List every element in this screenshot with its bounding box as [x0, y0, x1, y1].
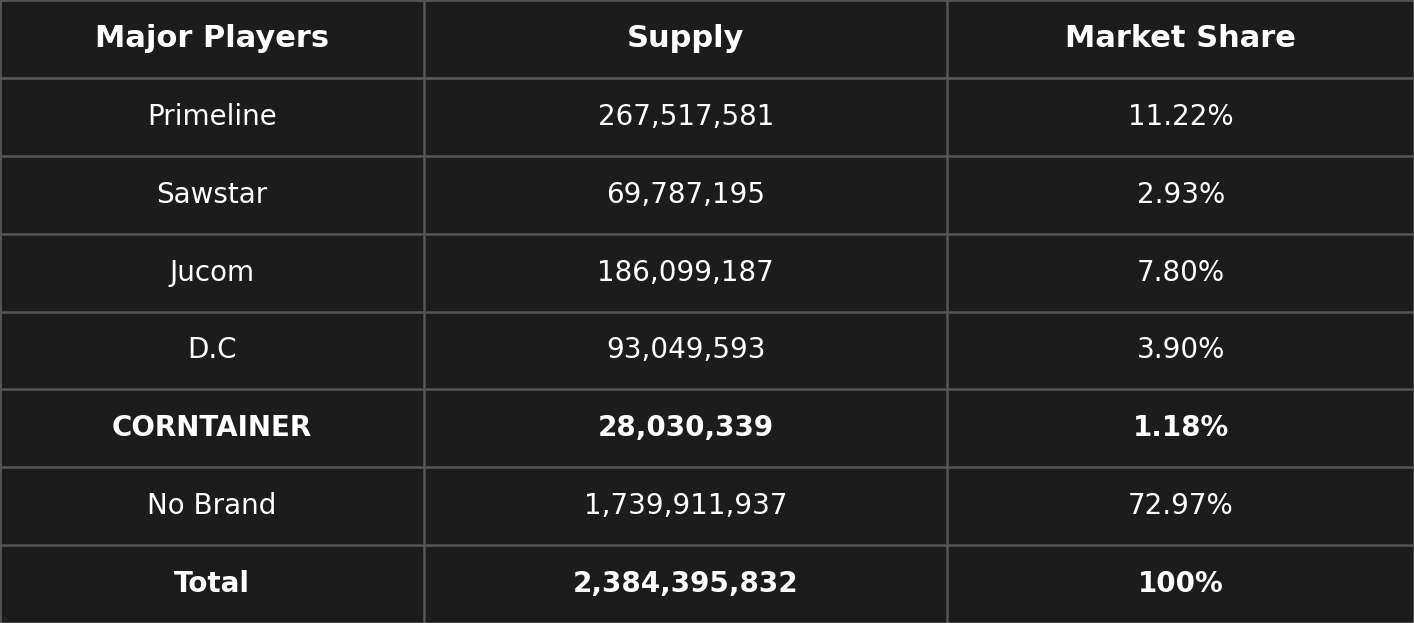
Text: 2,384,395,832: 2,384,395,832 [573, 570, 799, 598]
Text: 69,787,195: 69,787,195 [607, 181, 765, 209]
Text: 2.93%: 2.93% [1137, 181, 1225, 209]
Text: No Brand: No Brand [147, 492, 277, 520]
Text: 267,517,581: 267,517,581 [598, 103, 773, 131]
Text: Primeline: Primeline [147, 103, 277, 131]
Text: Total: Total [174, 570, 250, 598]
Text: 7.80%: 7.80% [1137, 259, 1225, 287]
Text: CORNTAINER: CORNTAINER [112, 414, 312, 442]
Text: 1,739,911,937: 1,739,911,937 [584, 492, 788, 520]
Text: 72.97%: 72.97% [1128, 492, 1233, 520]
Text: 11.22%: 11.22% [1128, 103, 1233, 131]
Text: Major Players: Major Players [95, 24, 329, 54]
Text: 93,049,593: 93,049,593 [607, 336, 765, 364]
Text: Supply: Supply [626, 24, 745, 54]
Text: 1.18%: 1.18% [1133, 414, 1229, 442]
Text: 186,099,187: 186,099,187 [597, 259, 775, 287]
Text: Jucom: Jucom [170, 259, 255, 287]
Text: Sawstar: Sawstar [157, 181, 267, 209]
Text: 3.90%: 3.90% [1137, 336, 1225, 364]
Text: 28,030,339: 28,030,339 [598, 414, 773, 442]
Text: Market Share: Market Share [1065, 24, 1297, 54]
Text: D.C: D.C [187, 336, 238, 364]
Text: 100%: 100% [1138, 570, 1223, 598]
